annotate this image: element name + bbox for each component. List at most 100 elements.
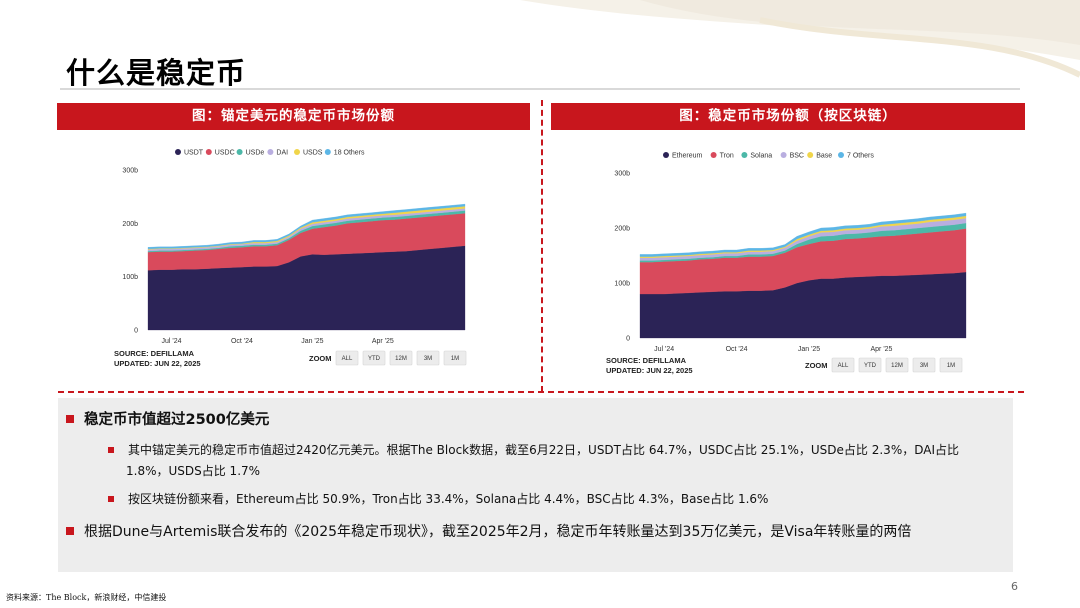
zoom-button-bg xyxy=(389,350,413,366)
x-tick-label: Jan '25 xyxy=(301,338,323,345)
legend-swatch-solana xyxy=(741,152,748,158)
updated-label: UPDATED: JUN 22, 2025 xyxy=(606,366,693,375)
x-tick-label: Oct '24 xyxy=(231,338,253,345)
right-chart-banner: 图：稳定币市场份额（按区块链） xyxy=(551,103,1025,130)
legend-label-usds: USDS xyxy=(303,150,323,157)
y-tick-label: 200b xyxy=(122,221,138,228)
legend-label-base: Base xyxy=(816,153,832,160)
zoom-button-label: YTD xyxy=(368,356,381,362)
zoom-button-label: YTD xyxy=(864,363,877,369)
legend-swatch-7-others xyxy=(838,152,844,158)
area-series-7-others xyxy=(639,212,967,257)
updated-label: UPDATED: JUN 22, 2025 xyxy=(114,359,201,368)
x-tick-label: Apr '25 xyxy=(870,346,892,353)
bullet-text: 稳定币市值超过2500亿美元 xyxy=(84,412,270,428)
y-tick-label: 300b xyxy=(614,171,630,178)
zoom-button-1m[interactable]: 1M xyxy=(939,357,963,373)
zoom-button-bg xyxy=(939,357,963,373)
zoom-button-label: 12M xyxy=(395,356,407,362)
area-series-18-others xyxy=(147,203,466,250)
zoom-button-label: ALL xyxy=(342,356,353,362)
sub-bullet-chain-share: 按区块链份额来看，Ethereum占比 50.9%，Tron占比 33.4%，S… xyxy=(108,490,768,507)
page-number: 6 xyxy=(1011,580,1018,593)
x-tick-label: Jul '24 xyxy=(161,338,181,345)
x-tick-label: Jul '24 xyxy=(654,346,674,353)
legend-label-7-others: 7 Others xyxy=(847,153,874,160)
legend-swatch-ethereum xyxy=(663,152,669,158)
stablecoin-chain-share-chart: Ethereum Tron Solana BSC Base 7 Others 0 100b 20… xyxy=(598,143,978,383)
legend-swatch-usdc xyxy=(205,149,212,155)
zoom-button-label: 3M xyxy=(424,356,432,362)
zoom-button-label: 3M xyxy=(920,363,928,369)
zoom-button-label: 1M xyxy=(451,356,459,362)
legend-label-usdt: USDT xyxy=(184,150,204,157)
vertical-dashed-divider xyxy=(541,100,543,392)
sub-bullet-text-line2: 1.8%，USDS占比 1.7% xyxy=(126,464,261,478)
zoom-button-bg xyxy=(416,350,440,366)
legend-swatch-usdt xyxy=(175,149,181,155)
zoom-button-bg xyxy=(831,357,855,373)
zoom-button-bg xyxy=(885,357,909,373)
y-tick-label: 100b xyxy=(122,274,138,281)
sub-bullet-text-line1: 其中锚定美元的稳定币市值超过2420亿元美元。根据The Block数据，截至6… xyxy=(128,443,959,457)
legend-label-18-others: 18 Others xyxy=(334,150,365,157)
title-divider xyxy=(60,88,1020,90)
legend-swatch-dai xyxy=(267,149,274,155)
legend-label-tron: Tron xyxy=(720,153,734,160)
zoom-button-bg xyxy=(443,350,467,366)
y-tick-label: 200b xyxy=(614,226,630,233)
sub-bullet-text: 按区块链份额来看，Ethereum占比 50.9%，Tron占比 33.4%，S… xyxy=(128,492,769,506)
bullet-transfer-volume: 根据Dune与Artemis联合发布的《2025年稳定币现状》，截至2025年2… xyxy=(66,521,911,541)
legend-label-dai: DAI xyxy=(276,150,288,157)
legend-label-ethereum: Ethereum xyxy=(672,153,703,160)
y-tick-label: 0 xyxy=(626,336,630,343)
zoom-button-3m[interactable]: 3M xyxy=(416,350,440,366)
legend-swatch-base xyxy=(807,152,814,158)
legend-swatch-tron xyxy=(710,152,717,158)
zoom-button-12m[interactable]: 12M xyxy=(389,350,413,366)
y-tick-label: 0 xyxy=(134,328,138,335)
legend-swatch-usde xyxy=(236,149,243,155)
zoom-button-12m[interactable]: 12M xyxy=(885,357,909,373)
zoom-button-all[interactable]: ALL xyxy=(335,350,359,366)
legend-label-bsc: BSC xyxy=(790,153,804,160)
zoom-button-label: 12M xyxy=(891,363,903,369)
bullet-square-icon xyxy=(66,527,74,535)
zoom-button-1m[interactable]: 1M xyxy=(443,350,467,366)
chart-canvas-left: USDT USDC USDe DAI USDS 18 Others 0 100b 200b 300… xyxy=(114,149,467,368)
zoom-button-3m[interactable]: 3M xyxy=(912,357,936,373)
sub-bullet-usd-share: 其中锚定美元的稳定币市值超过2420亿元美元。根据The Block数据，截至6… xyxy=(108,440,998,482)
zoom-label: ZOOM xyxy=(309,354,332,363)
zoom-label: ZOOM xyxy=(805,361,828,370)
page-title: 什么是稳定币 xyxy=(66,56,247,90)
bullet-square-icon xyxy=(66,415,74,423)
bullet-market-cap: 稳定币市值超过2500亿美元 xyxy=(66,408,269,429)
stablecoin-usd-share-chart: USDT USDC USDe DAI USDS 18 Others 0 100b 200b 300… xyxy=(100,140,480,375)
y-tick-label: 300b xyxy=(122,168,138,175)
zoom-button-bg xyxy=(335,350,359,366)
legend-label-solana: Solana xyxy=(750,153,772,160)
zoom-button-label: ALL xyxy=(838,363,849,369)
zoom-button-bg xyxy=(362,350,386,366)
chart-canvas-right: Ethereum Tron Solana BSC Base 7 Others 0 100b 20… xyxy=(606,152,967,375)
x-tick-label: Apr '25 xyxy=(372,338,394,345)
legend-swatch-usds xyxy=(294,149,300,155)
bullet-square-icon xyxy=(108,447,114,453)
bullet-text: 根据Dune与Artemis联合发布的《2025年稳定币现状》，截至2025年2… xyxy=(84,524,912,540)
horizontal-dashed-divider xyxy=(58,391,1024,393)
zoom-button-ytd[interactable]: YTD xyxy=(858,357,882,373)
source-note: 资料来源：The Block，新浪财经，中信建投 xyxy=(6,593,167,602)
zoom-button-bg xyxy=(858,357,882,373)
legend-swatch-bsc xyxy=(780,152,787,158)
source-label: SOURCE: DEFILLAMA xyxy=(114,349,195,358)
left-chart-banner: 图：锚定美元的稳定币市场份额 xyxy=(57,103,530,130)
zoom-button-bg xyxy=(912,357,936,373)
zoom-button-all[interactable]: ALL xyxy=(831,357,855,373)
bullet-square-icon xyxy=(108,496,114,502)
zoom-button-ytd[interactable]: YTD xyxy=(362,350,386,366)
x-tick-label: Jan '25 xyxy=(798,346,820,353)
legend-swatch-18-others xyxy=(324,149,331,155)
y-tick-label: 100b xyxy=(614,281,630,288)
legend-label-usdc: USDC xyxy=(215,150,235,157)
summary-panel xyxy=(58,398,1013,572)
